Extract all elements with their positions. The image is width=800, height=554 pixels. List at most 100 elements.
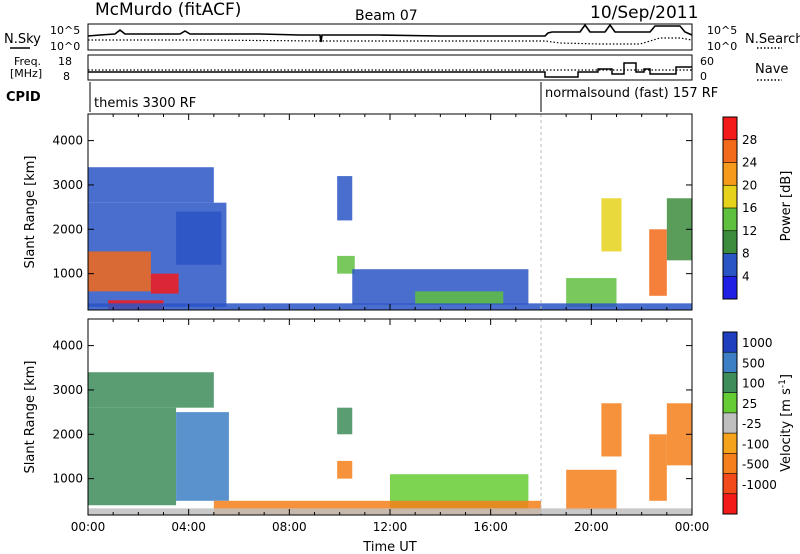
noise-right-label: N.Search	[745, 32, 800, 47]
heatmap-cell	[176, 412, 229, 501]
velocity-panel: 1000 2000 3000 4000 00:00 04:00 08:00 12:00 16:…	[23, 318, 710, 554]
colorbar-swatch	[723, 453, 737, 474]
colorbar-swatch	[723, 493, 737, 514]
power-ylabel: Slant Range [km]	[23, 156, 38, 269]
noise-panel-frame	[87, 23, 693, 51]
heatmap-cell	[337, 255, 355, 274]
x-tick-label: 00:00	[71, 520, 106, 534]
heatmap-cell	[88, 251, 151, 292]
heatmap-cell	[566, 278, 617, 307]
colorbar-swatch	[723, 473, 737, 494]
colorbar-swatch	[723, 352, 737, 373]
power-panel: 1000 2000 3000 4000 Slant Range [km]	[23, 113, 693, 311]
power-colorbar-frame	[722, 116, 738, 300]
colorbar-tick-label: 100	[742, 377, 765, 391]
power-colorbar-ticks: 4 8 12 16 20 24 28	[723, 133, 757, 283]
freq-tick-top: 18	[58, 55, 72, 68]
heatmap-cell	[415, 291, 504, 305]
colorbar-swatch	[723, 392, 737, 413]
freq-label-line2: [MHz]	[10, 67, 42, 80]
colorbar-tick-label: 28	[742, 133, 757, 147]
colorbar-swatch	[723, 208, 737, 231]
colorbar-swatch	[723, 332, 737, 353]
y-tick-label: 3000	[52, 383, 83, 397]
heatmap-cell	[566, 469, 617, 510]
date-title: 10/Sep/2011	[590, 3, 698, 23]
nave-tick-top: 60	[700, 55, 714, 68]
nave-trace	[88, 62, 692, 78]
colorbar-tick-label: 16	[742, 201, 757, 215]
velocity-colorbar: 1000 500 100 25 -25 -100 -500 -1000 Velocity [m…	[722, 331, 794, 515]
power-yaxis: 1000 2000 3000 4000	[52, 134, 692, 281]
velocity-colorbar-ticks: 1000 500 100 25 -25 -100 -500 -1000	[723, 336, 777, 495]
heatmap-cell	[176, 211, 222, 265]
colorbar-swatch	[723, 139, 737, 163]
nave-tick-bottom: 0	[700, 70, 707, 83]
colorbar-swatch	[723, 230, 737, 254]
colorbar-swatch	[723, 117, 737, 140]
cpid-label: CPID	[6, 90, 41, 105]
noise-left-tick-top: 10^5	[50, 24, 80, 37]
noise-right-tick-bottom: 10^0	[707, 40, 737, 53]
velocity-xaxis: 00:00 04:00 08:00 12:00 16:00 20:00 00:00	[71, 319, 710, 534]
colorbar-tick-label: -1000	[742, 478, 777, 492]
power-colorbar-label: Power [dB]	[779, 171, 794, 242]
colorbar-swatch	[723, 433, 737, 454]
colorbar-swatch	[723, 412, 737, 434]
noise-search-trace	[88, 37, 693, 45]
colorbar-tick-label: 12	[742, 224, 757, 238]
velocity-ylabel: Slant Range [km]	[23, 361, 38, 474]
heatmap-cell	[601, 403, 622, 457]
station-title: McMurdo (fitACF)	[95, 0, 241, 20]
heatmap-cell	[337, 407, 353, 435]
colorbar-tick-label: 20	[742, 178, 757, 192]
colorbar-tick-label: -500	[742, 458, 769, 472]
colorbar-tick-label: 500	[742, 356, 765, 370]
colorbar-swatch	[723, 372, 737, 393]
velocity-xlabel: Time UT	[362, 540, 416, 554]
y-tick-label: 3000	[52, 178, 83, 192]
x-tick-label: 12:00	[373, 520, 408, 534]
x-tick-label: 16:00	[473, 520, 508, 534]
velocity-colorbar-swatches	[723, 332, 737, 514]
colorbar-tick-label: 4	[742, 269, 750, 283]
velocity-colorbar-label: Velocity [m s-1]	[778, 374, 794, 472]
colorbar-tick-label: 25	[742, 397, 757, 411]
freq-panel-frame	[87, 54, 693, 81]
x-tick-label: 00:00	[675, 520, 710, 534]
colorbar-tick-label: -100	[742, 437, 769, 451]
freq-tick-bottom: 8	[63, 70, 70, 83]
x-tick-label: 20:00	[574, 520, 609, 534]
noise-right-tick-top: 10^5	[707, 24, 737, 37]
heatmap-cell	[88, 407, 177, 506]
colorbar-tick-label: 1000	[742, 336, 773, 350]
colorbar-swatch	[723, 162, 737, 186]
y-tick-label: 4000	[52, 134, 83, 148]
heatmap-cell	[150, 273, 179, 294]
power-colorbar: 4 8 12 16 20 24 28 Power [dB]	[722, 116, 794, 300]
heatmap-cell	[337, 460, 353, 479]
heatmap-cell	[649, 434, 667, 501]
cpid-segment-themis: themis 3300 RF	[94, 96, 196, 111]
colorbar-tick-label: 24	[742, 156, 757, 170]
colorbar-swatch	[723, 276, 737, 299]
heatmap-cell	[88, 372, 214, 408]
colorbar-tick-label: 8	[742, 247, 750, 261]
x-tick-label: 04:00	[171, 520, 206, 534]
noise-left-label: N.Sky	[4, 32, 41, 47]
y-tick-label: 1000	[52, 267, 83, 281]
y-tick-label: 2000	[52, 222, 83, 236]
velocity-yaxis: 1000 2000 3000 4000	[52, 339, 692, 486]
colorbar-swatch	[723, 253, 737, 277]
velocity-plot-frame	[87, 318, 693, 516]
beam-title: Beam 07	[355, 8, 418, 24]
y-tick-label: 2000	[52, 427, 83, 441]
y-tick-label: 1000	[52, 472, 83, 486]
heatmap-cell	[88, 167, 214, 203]
power-plot-frame	[87, 113, 693, 311]
nave-label: Nave	[755, 62, 788, 77]
colorbar-swatch	[723, 185, 737, 208]
noise-left-tick-bottom: 10^0	[50, 40, 80, 53]
y-tick-label: 4000	[52, 339, 83, 353]
